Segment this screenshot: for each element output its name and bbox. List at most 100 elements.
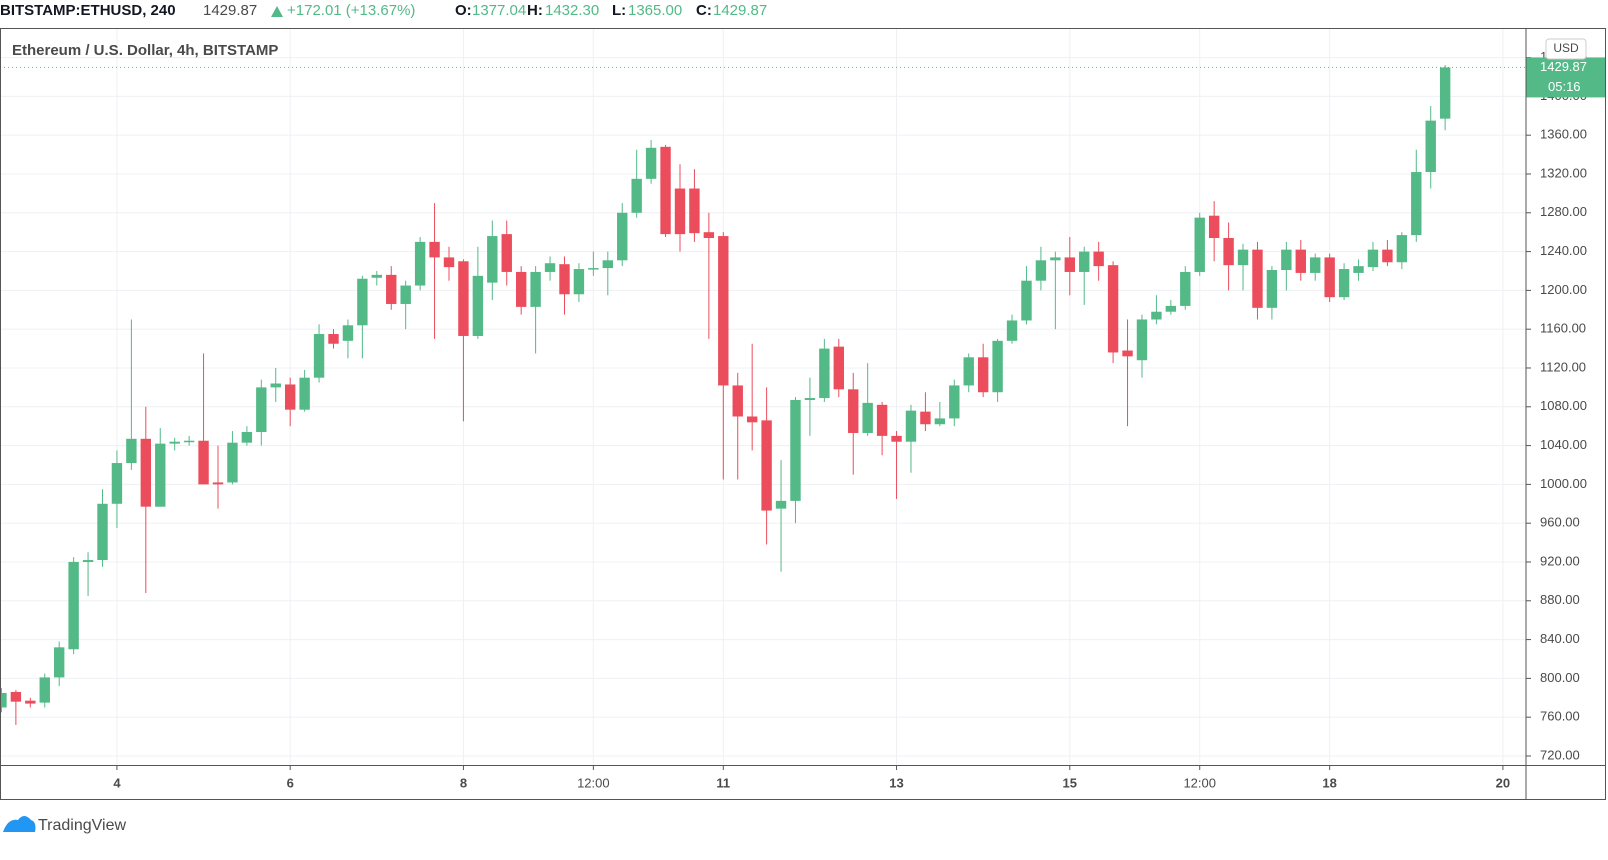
y-tick-label: 960.00: [1540, 515, 1580, 530]
candle-body: [155, 443, 166, 507]
candle-body: [573, 269, 585, 295]
y-tick-label: 1120.00: [1540, 359, 1586, 374]
y-tick-label: 880.00: [1540, 592, 1580, 607]
candle-body: [357, 278, 368, 326]
candle-body: [1122, 350, 1133, 357]
change: +172.01 (+13.67%): [287, 2, 415, 19]
candle-body: [718, 236, 729, 386]
y-tick-label: 1080.00: [1540, 398, 1587, 413]
candle-body: [25, 700, 36, 704]
candle-body: [386, 274, 397, 304]
candle-body: [0, 692, 7, 708]
candle-body: [10, 691, 22, 702]
x-tick-label: 18: [1322, 775, 1336, 790]
candle-body: [848, 389, 859, 433]
high-value: 1432.30: [545, 2, 599, 19]
candle-body: [674, 188, 686, 235]
candle-body: [1382, 249, 1393, 263]
candle-body: [1151, 311, 1162, 320]
candle-body: [544, 263, 556, 272]
candle-body: [371, 274, 383, 278]
candles-layer: [0, 65, 1451, 725]
y-tick-label: 1200.00: [1540, 282, 1587, 297]
candle-body: [313, 334, 325, 378]
candle-body: [1338, 269, 1350, 298]
y-tick-label: 1240.00: [1540, 243, 1587, 258]
candle-body: [804, 398, 816, 400]
candle-body: [530, 271, 541, 307]
y-tick-label: 800.00: [1540, 670, 1580, 685]
candle-body: [1411, 172, 1422, 236]
candle-body: [833, 346, 844, 390]
candle-body: [212, 482, 224, 485]
candle-body: [1194, 217, 1205, 272]
candle-body: [920, 411, 931, 425]
up-arrow: [271, 6, 283, 17]
candle-body: [183, 440, 195, 443]
candle-body: [1367, 249, 1379, 268]
candle-body: [1021, 280, 1032, 321]
symbol: BITSTAMP:ETHUSD, 240: [0, 2, 176, 19]
candle-body: [862, 402, 873, 433]
y-tick-label: 920.00: [1540, 553, 1580, 568]
y-tick-label: 1000.00: [1540, 476, 1587, 491]
low-value: 1365.00: [628, 2, 682, 19]
legend: Ethereum / U.S. Dollar, 4h, BITSTAMP: [12, 42, 278, 59]
candle-body: [342, 325, 354, 341]
high-label: H:: [527, 2, 543, 19]
candle-body: [559, 264, 570, 295]
candle-body: [1266, 270, 1278, 308]
candle-body: [284, 384, 296, 410]
candle-body: [97, 503, 108, 561]
candle-body: [876, 404, 888, 436]
candle-body: [1107, 265, 1119, 353]
x-tick-label: 13: [889, 775, 903, 790]
candle-body: [458, 261, 469, 336]
x-tick-label: 11: [716, 775, 730, 790]
candle-body: [949, 385, 960, 419]
candle-body: [905, 410, 917, 442]
x-tick-label: 8: [460, 775, 467, 790]
candle-body: [1093, 251, 1104, 267]
y-tick-label: 840.00: [1540, 631, 1580, 646]
x-tick-label: 12:00: [1183, 775, 1216, 790]
y-tick-label: 1280.00: [1540, 204, 1587, 219]
candle-body: [1295, 249, 1306, 273]
candle-body: [1050, 257, 1061, 261]
candle-body: [472, 275, 484, 336]
candle-body: [1180, 271, 1191, 306]
candle-body: [1223, 238, 1234, 266]
open-label: O:: [455, 2, 472, 19]
candle-body: [934, 418, 946, 425]
candle-body: [602, 260, 613, 269]
candle-body: [891, 435, 902, 442]
candle-body: [1035, 260, 1047, 281]
candle-body: [746, 416, 758, 423]
y-tick-label: 720.00: [1540, 747, 1580, 762]
candle-body: [775, 500, 787, 509]
candle-body: [588, 268, 599, 270]
candle-body: [241, 432, 253, 443]
currency: USD: [1553, 41, 1579, 55]
candle-body: [992, 340, 1003, 393]
candle-body: [256, 387, 267, 433]
frame: [0, 28, 1606, 800]
open-value: 1377.04: [472, 2, 526, 19]
candle-body: [689, 188, 700, 234]
candle-body: [111, 463, 123, 504]
candle-body: [1439, 67, 1451, 119]
candle-body: [140, 438, 152, 507]
x-tick-label: 20: [1496, 775, 1510, 790]
price-label-box: [1526, 57, 1606, 98]
candle-body: [660, 146, 671, 235]
candle-body: [703, 232, 715, 239]
close-value: 1429.87: [713, 2, 767, 19]
candle-body: [790, 399, 801, 501]
candle-body: [1310, 257, 1321, 273]
candle-body: [819, 348, 830, 399]
axis-layer: 720.00 760.00 800.00 840.00 880.00 920.00 960.…: [0, 38, 1606, 790]
candle-body: [443, 257, 455, 268]
candle-body: [1281, 249, 1292, 271]
candle-body: [1425, 120, 1436, 173]
candle-body: [68, 561, 79, 650]
